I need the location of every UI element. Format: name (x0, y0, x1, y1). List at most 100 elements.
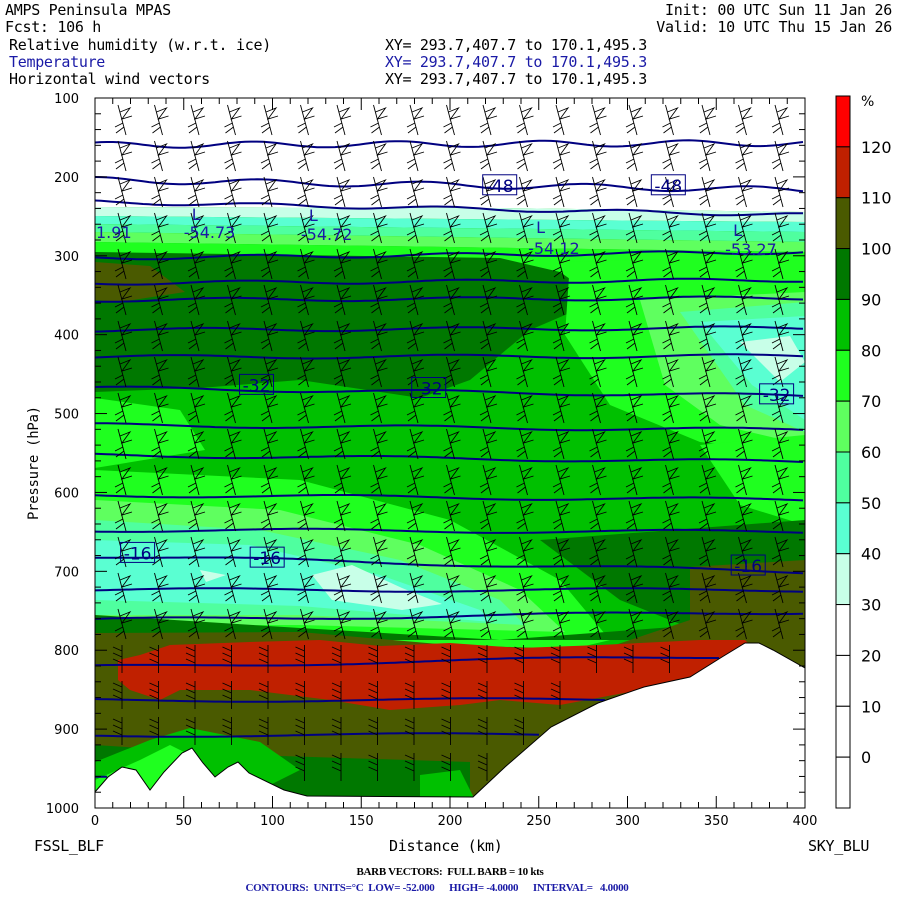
wind-barb (222, 681, 232, 709)
wind-barb (187, 140, 206, 172)
contour-label: -32 (763, 386, 791, 406)
temperature-contour (95, 494, 804, 502)
wind-barb (771, 536, 790, 568)
low-center-value: -54.73 (184, 223, 236, 242)
wind-barb (224, 320, 242, 352)
wind-barb (516, 572, 534, 604)
wind-barb (479, 248, 498, 280)
wind-barb (698, 176, 717, 208)
wind-barb (222, 645, 232, 673)
y-tick-label: 100 (54, 92, 79, 107)
wind-barb (477, 717, 488, 745)
wind-barb (662, 392, 680, 424)
wind-barb (735, 176, 753, 208)
contour-label-box (411, 377, 447, 399)
wind-barb (187, 320, 206, 352)
wind-barb (516, 248, 534, 280)
wind-barb (297, 392, 315, 424)
wind-barb (224, 500, 242, 532)
wind-barb (698, 320, 717, 352)
wind-barb (479, 392, 498, 424)
wind-barb (735, 392, 753, 424)
wind-barb (370, 176, 388, 208)
wind-barb (662, 536, 680, 568)
wind-barb (771, 284, 790, 316)
wind-barb (771, 392, 790, 424)
y-tick-label: 700 (54, 565, 79, 580)
wind-barb (443, 176, 461, 208)
contour-label: -48 (486, 177, 514, 197)
wind-barb (625, 356, 644, 388)
wind-barb (370, 608, 388, 640)
wind-barb (114, 284, 133, 316)
low-center-value: -54.12 (528, 239, 580, 258)
wind-barb (224, 608, 242, 640)
wind-barb (333, 284, 352, 316)
wind-barb (589, 608, 607, 640)
wind-barb (698, 500, 717, 532)
wind-barb (589, 320, 607, 352)
wind-barb (224, 392, 242, 424)
colorbar-label: 40 (861, 545, 881, 564)
wind-barb (260, 572, 279, 604)
colorbar-cell (835, 95, 851, 148)
wind-barb (368, 645, 378, 673)
wind-barb (224, 248, 242, 280)
wind-barb (114, 320, 133, 352)
contour-label: -32 (243, 376, 271, 396)
wind-barb (114, 608, 133, 640)
wind-barb (662, 464, 680, 496)
colorbar-cell (835, 197, 851, 250)
wind-barb (443, 428, 461, 460)
wind-barb (623, 645, 634, 673)
wind-barb (222, 717, 232, 745)
x-tick-label: 400 (793, 814, 818, 829)
wind-barb (552, 572, 571, 604)
contour-label-box (650, 174, 686, 196)
temperature-contour (95, 556, 804, 575)
contour-label: -32 (415, 380, 443, 400)
wind-barb (662, 320, 680, 352)
x-tick-label: 350 (704, 814, 729, 829)
wind-barb (589, 248, 607, 280)
wind-barb (662, 140, 680, 172)
wind-barb (516, 500, 534, 532)
wind-barb (151, 392, 169, 424)
wind-barb (441, 717, 451, 745)
wind-barb (698, 212, 717, 244)
wind-barb (443, 284, 461, 316)
wind-barb (589, 176, 607, 208)
contour-label: -48 (654, 177, 682, 197)
wind-barb (589, 572, 607, 604)
colorbar-cell (835, 705, 851, 758)
wind-barb (771, 176, 790, 208)
temperature-contour (95, 422, 804, 432)
x-tick-label: 250 (526, 814, 551, 829)
wind-barb (406, 176, 425, 208)
valid-time: Valid: 10 UTC Thu 15 Jan 26 (656, 18, 892, 36)
contour-legend: CONTOURS: UNITS=°C LOW= -52.000 HIGH= -4… (245, 882, 629, 894)
wind-barb (187, 464, 206, 496)
wind-barb (662, 572, 680, 604)
wind-barb (368, 753, 378, 781)
wind-barb (112, 717, 123, 745)
wind-barb (297, 464, 315, 496)
colorbar-cell (835, 400, 851, 453)
wind-barb (114, 176, 133, 208)
wind-barb (224, 104, 242, 136)
wind-barb (370, 356, 388, 388)
wind-barb (260, 140, 279, 172)
wind-barb (441, 645, 451, 673)
wind-barb (589, 428, 607, 460)
wind-barb (479, 140, 498, 172)
wind-barb (224, 428, 242, 460)
wind-barb (735, 428, 753, 460)
temperature-contour (95, 587, 804, 593)
wind-barb (589, 392, 607, 424)
temperature-contour (95, 250, 804, 261)
wind-barb (662, 176, 680, 208)
y-tick-label: 1000 (46, 802, 79, 817)
wind-barb (295, 717, 305, 745)
wind-barb (660, 645, 670, 673)
